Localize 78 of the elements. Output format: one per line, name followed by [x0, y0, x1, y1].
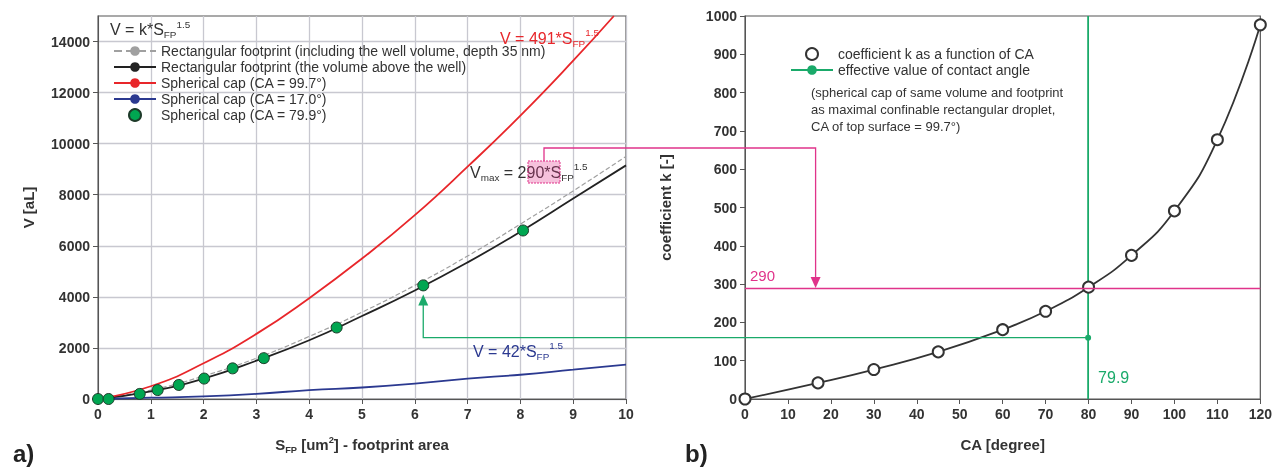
x-tick-label: 0	[94, 406, 103, 422]
point	[1167, 204, 1181, 218]
x-tick-label: 2	[199, 406, 208, 422]
point	[226, 362, 239, 375]
x-tick-label: 3	[252, 406, 261, 422]
point	[1210, 133, 1224, 147]
y-tick-label: 6000	[58, 237, 91, 254]
y-tick-label: 10000	[51, 135, 91, 152]
x-tick-label: 50	[951, 406, 968, 422]
annotation: (spherical cap of same volume and footprint as maximal confinable rectangular droplet, CA of top surface = 99.7°)	[811, 84, 1064, 134]
y-tick-label: 800	[713, 84, 738, 101]
x-tick-label: 100	[1162, 406, 1187, 422]
y-tick-label: 14000	[51, 33, 91, 50]
y-tick-label: 700	[713, 122, 738, 139]
point	[738, 392, 752, 406]
y-tick-label: 1000	[705, 8, 738, 24]
legend-label: effective value of contact angle	[838, 62, 1031, 78]
annotation: 79.9	[1098, 369, 1130, 387]
x-tick-label: 80	[1080, 406, 1097, 422]
x-tick-label: 10	[618, 406, 634, 422]
point	[1039, 304, 1053, 318]
x-tick-label: 110	[1206, 406, 1229, 422]
x-tick-label: 30	[866, 406, 882, 422]
x-tick-label: 20	[823, 406, 839, 422]
y-tick-label: 8000	[58, 186, 91, 203]
y-axis-title: V [aL]	[19, 186, 37, 229]
x-axis-title: CA [degree]	[960, 436, 1045, 454]
point	[811, 376, 825, 390]
y-tick-label: 2000	[58, 339, 91, 356]
point	[172, 378, 185, 391]
y-tick-label: 600	[713, 161, 738, 178]
x-tick-label: 9	[569, 406, 578, 422]
y-tick-label: 4000	[58, 288, 91, 305]
x-tick-label: 10	[780, 406, 796, 422]
y-tick-label: 12000	[51, 84, 91, 101]
point	[517, 224, 530, 237]
x-tick-label: 120	[1248, 406, 1273, 422]
point	[257, 352, 270, 365]
x-tick-label: 5	[358, 406, 367, 422]
x-tick-label: 7	[463, 406, 472, 422]
point	[133, 387, 146, 400]
x-tick-label: 8	[516, 406, 525, 422]
y-tick-label: 100	[713, 352, 738, 369]
y-tick-label: 0	[729, 391, 738, 407]
y-tick-label: 500	[713, 199, 738, 216]
point	[417, 279, 430, 292]
point	[198, 372, 211, 385]
legend-label: Rectangular footprint (the volume above the well)	[161, 59, 467, 75]
x-tick-label: 6	[410, 406, 419, 422]
point	[1125, 248, 1138, 262]
y-tick-label: 200	[713, 314, 738, 331]
legend-label: Spherical cap (CA = 99.7°)	[161, 75, 327, 91]
legend-label: Spherical cap (CA = 17.0°)	[161, 91, 327, 107]
point	[151, 384, 164, 397]
point	[92, 393, 104, 405]
y-tick-label: 0	[82, 391, 91, 407]
ref-line-label: 290	[750, 266, 776, 284]
text: a)	[13, 439, 35, 467]
y-axis-title: coefficient k [-]	[656, 154, 674, 261]
text: b)	[685, 439, 708, 467]
x-tick-label: 70	[1037, 406, 1054, 422]
legend-label: coefficient k as a function of CA	[838, 46, 1035, 62]
y-tick-label: 300	[713, 276, 738, 293]
x-tick-label: 40	[908, 406, 925, 422]
x-tick-label: 4	[305, 406, 314, 422]
point	[867, 363, 881, 377]
x-tick-label: 60	[994, 406, 1011, 422]
point	[1253, 18, 1267, 32]
point	[931, 345, 945, 359]
y-tick-label: 400	[713, 237, 738, 254]
y-tick-label: 900	[713, 46, 738, 63]
point	[102, 393, 115, 405]
x-tick-label: 90	[1123, 406, 1140, 422]
point	[996, 323, 1010, 337]
legend-label: Spherical cap (CA = 79.9°)	[161, 107, 327, 123]
x-tick-label: 1	[146, 406, 155, 422]
x-tick-label: 0	[741, 406, 750, 422]
point	[330, 321, 343, 334]
